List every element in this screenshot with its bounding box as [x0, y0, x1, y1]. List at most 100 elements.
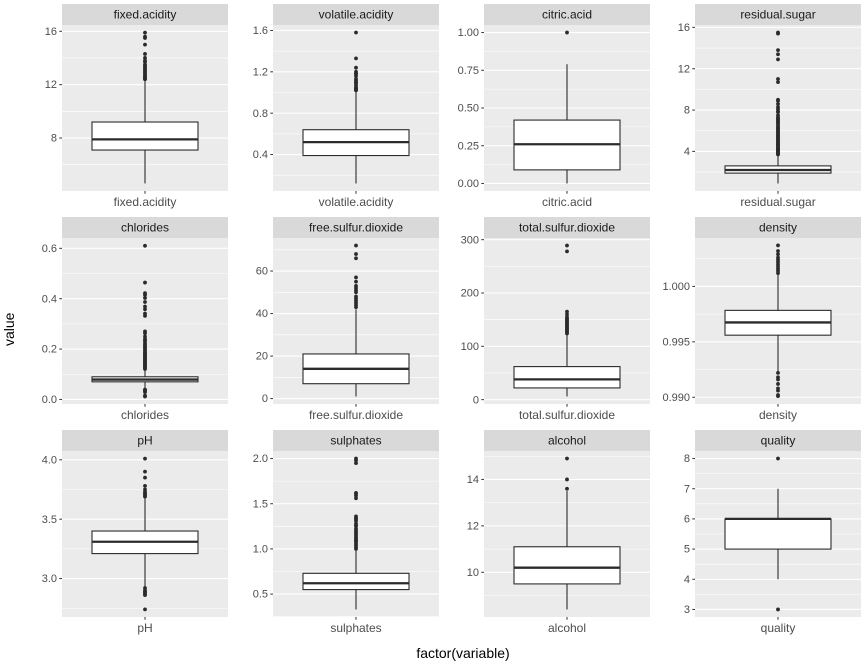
outlier-point: [776, 386, 780, 391]
outlier-point: [776, 456, 780, 461]
outlier-point: [776, 48, 780, 53]
facet-strip-label: quality: [761, 434, 796, 448]
iqr-box: [91, 121, 199, 151]
outlier-point: [143, 393, 147, 398]
y-tick-label: 10: [467, 567, 479, 579]
y-tick-label: 3.0: [42, 573, 57, 585]
outlier-point: [354, 77, 358, 81]
outlier-point: [354, 252, 358, 256]
outlier-points: [143, 456, 147, 612]
y-tick-label: 1.000: [662, 281, 690, 293]
facet-strip: [273, 4, 439, 25]
facet-fixed.acidity: fixed.acidity 8 12 16 fixed.acidity: [17, 4, 228, 217]
y-tick-label: 0.4: [42, 293, 57, 305]
x-tick-label: citric.acid: [542, 195, 592, 209]
outlier-point: [354, 279, 358, 284]
facet-strip: [695, 4, 861, 25]
facet-strip: [484, 217, 650, 238]
x-tick-label: quality: [761, 621, 796, 635]
outlier-point: [354, 69, 358, 74]
outlier-point: [776, 97, 780, 102]
boxplot-chlorides: chlorides 0.0 0.2 0.4 0.6 chlorides: [42, 217, 228, 422]
iqr-box: [724, 518, 832, 550]
outlier-point: [143, 42, 147, 47]
y-tick-label: 0.25: [458, 140, 479, 152]
outlier-point: [354, 294, 358, 299]
x-axis-title: factor(variable): [416, 645, 510, 661]
y-tick-label: 16: [678, 22, 690, 34]
y-tick-label: 0: [262, 393, 268, 405]
outlier-point: [776, 52, 780, 57]
outlier-point: [565, 309, 569, 314]
facet-residual.sugar: residual.sugar 4 8 12 16 residual.sugar: [650, 4, 861, 217]
facet-strip: [62, 4, 228, 25]
facet-strip-label: pH: [137, 434, 152, 448]
outlier-point: [776, 249, 780, 253]
outlier-point: [565, 249, 569, 254]
iqr-box: [302, 572, 410, 591]
outlier-point: [143, 329, 147, 334]
boxplot-fixed.acidity: fixed.acidity 8 12 16 fixed.acidity: [45, 4, 228, 209]
outlier-point: [143, 334, 147, 339]
outlier-point: [143, 307, 147, 312]
outlier-point: [143, 607, 147, 612]
outlier-point: [143, 456, 147, 461]
facet-strip-label: density: [759, 221, 797, 235]
facet-total.sulfur.dioxide: total.sulfur.dioxide 0 100 200 300 total.sulf…: [439, 217, 650, 430]
y-tick-label: 6: [684, 514, 690, 526]
outlier-point: [776, 243, 780, 248]
outlier-points: [565, 30, 569, 35]
outlier-point: [354, 521, 358, 526]
outlier-points: [776, 243, 780, 399]
facet-density: density 0.990 0.995 1.000 density: [650, 217, 861, 430]
outlier-point: [354, 256, 358, 261]
iqr-box: [513, 366, 621, 389]
x-tick-label: density: [759, 408, 797, 422]
facet-quality: quality 3 4 5 6 7 8 quality: [650, 430, 861, 643]
facet-strip-label: chlorides: [121, 221, 169, 235]
outlier-point: [776, 80, 780, 85]
outlier-point: [565, 456, 569, 461]
boxplot-volatile.acidity: volatile.acidity 0.4 0.8 1.2 1.6 volatile.aci…: [253, 4, 439, 209]
outlier-points: [354, 30, 358, 93]
y-axis-title: value: [1, 312, 17, 346]
outlier-points: [776, 30, 780, 157]
outlier-point: [565, 486, 569, 491]
outlier-point: [354, 275, 358, 280]
y-tick-label: 0: [473, 394, 479, 406]
y-tick-label: 3.5: [42, 514, 57, 526]
y-tick-label: 300: [461, 234, 479, 246]
outlier-point: [776, 607, 780, 612]
outlier-point: [143, 296, 147, 300]
outlier-point: [354, 56, 358, 61]
y-tick-label: 0.75: [458, 65, 479, 77]
y-tick-label: 0.0: [42, 394, 57, 406]
y-tick-label: 0.4: [253, 149, 268, 161]
outlier-point: [565, 243, 569, 248]
outlier-points: [565, 243, 569, 336]
y-tick-label: 3: [684, 604, 690, 616]
outlier-point: [143, 304, 147, 309]
outlier-point: [143, 58, 147, 63]
outlier-points: [143, 243, 147, 399]
facet-strip: [695, 217, 861, 238]
outlier-point: [143, 291, 147, 296]
x-tick-label: pH: [137, 621, 152, 635]
y-tick-label: 4: [684, 146, 690, 158]
outlier-point: [143, 30, 147, 35]
outlier-point: [776, 30, 780, 35]
outlier-points: [143, 30, 147, 82]
outlier-point: [143, 469, 147, 474]
facet-strip-label: sulphates: [330, 434, 381, 448]
y-tick-label: 12: [45, 79, 57, 91]
outlier-point: [354, 65, 358, 70]
y-tick-label: 16: [45, 26, 57, 38]
outlier-point: [776, 370, 780, 375]
outlier-point: [776, 101, 780, 106]
outlier-point: [143, 300, 147, 304]
boxplot-residual.sugar: residual.sugar 4 8 12 16 residual.sugar: [678, 4, 861, 209]
y-tick-label: 60: [256, 266, 268, 278]
outlier-point: [354, 514, 358, 519]
outlier-point: [143, 484, 147, 488]
y-tick-label: 200: [461, 288, 479, 300]
